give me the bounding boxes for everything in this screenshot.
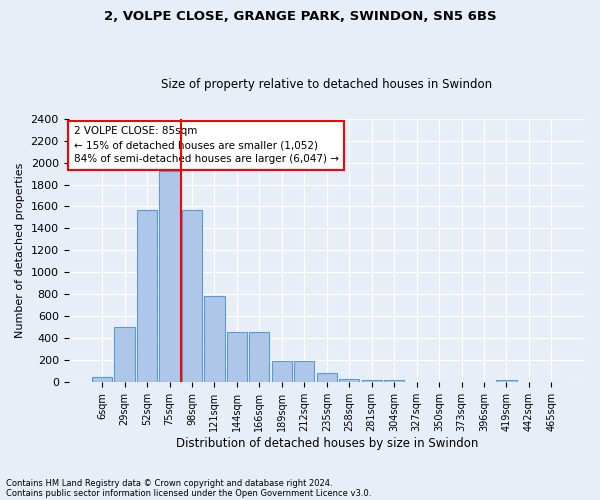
Text: Contains HM Land Registry data © Crown copyright and database right 2024.: Contains HM Land Registry data © Crown c… [6,478,332,488]
Bar [137,210,157,382]
Bar [339,379,359,382]
Bar [317,373,337,382]
Title: Size of property relative to detached houses in Swindon: Size of property relative to detached ho… [161,78,493,91]
Text: 2, VOLPE CLOSE, GRANGE PARK, SWINDON, SN5 6BS: 2, VOLPE CLOSE, GRANGE PARK, SWINDON, SN… [104,10,496,23]
Bar [496,380,517,382]
Bar [384,380,404,382]
Bar [160,172,179,382]
Bar [294,362,314,382]
Bar [227,332,247,382]
Text: Contains public sector information licensed under the Open Government Licence v3: Contains public sector information licen… [6,488,371,498]
Bar [362,380,382,382]
Bar [249,332,269,382]
Bar [115,328,134,382]
Bar [182,210,202,382]
Bar [205,296,224,382]
Y-axis label: Number of detached properties: Number of detached properties [15,163,25,338]
Bar [272,362,292,382]
X-axis label: Distribution of detached houses by size in Swindon: Distribution of detached houses by size … [176,437,478,450]
Bar [92,377,112,382]
Text: 2 VOLPE CLOSE: 85sqm
← 15% of detached houses are smaller (1,052)
84% of semi-de: 2 VOLPE CLOSE: 85sqm ← 15% of detached h… [74,126,338,164]
